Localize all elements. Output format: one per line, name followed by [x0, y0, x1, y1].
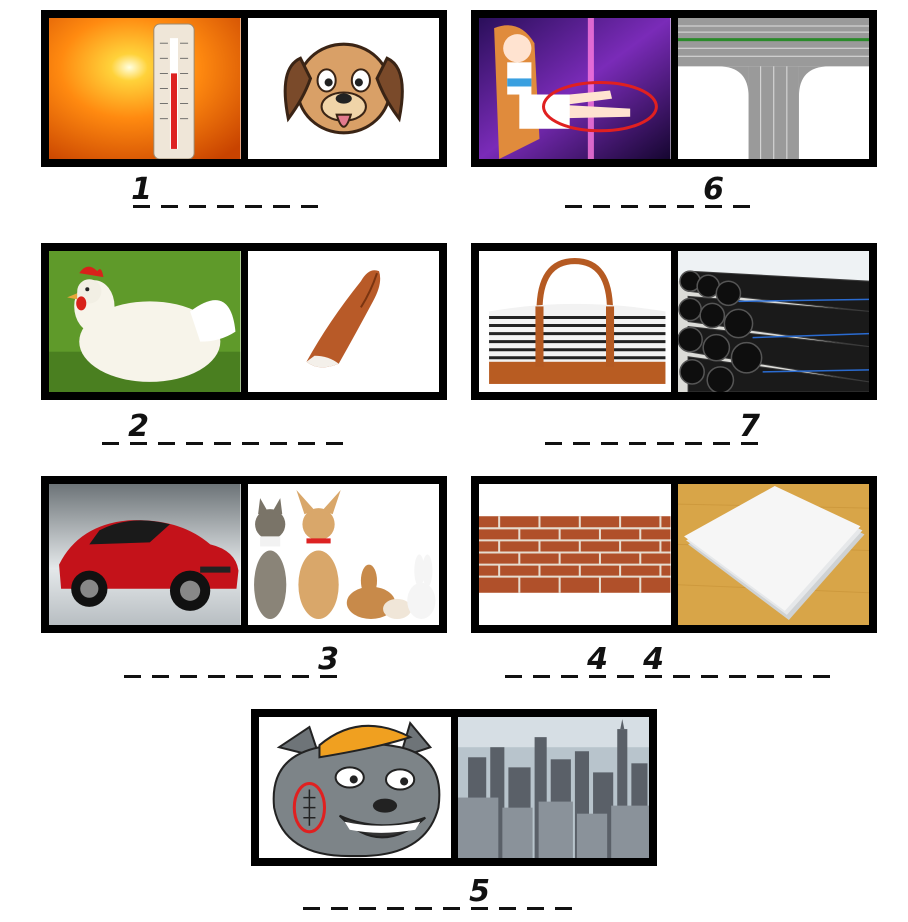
- letter-slot[interactable]: [443, 876, 460, 910]
- letter-slot[interactable]: [555, 876, 572, 910]
- white-hen-image: [49, 251, 241, 392]
- red-sports-car-image: [49, 484, 241, 625]
- cartoon-dog-image: [247, 18, 439, 159]
- letter-slot[interactable]: [102, 411, 119, 445]
- letter-slot[interactable]: [242, 411, 259, 445]
- letter-slot[interactable]: 6: [703, 172, 724, 208]
- puzzle-2-frame: [41, 243, 447, 400]
- brick-wall-image: [479, 484, 671, 625]
- letter-slot[interactable]: 1: [131, 172, 152, 208]
- puzzle-3-frame: [41, 476, 447, 633]
- letter-slot[interactable]: [326, 411, 343, 445]
- letter-slot[interactable]: [264, 644, 281, 678]
- letter-slot[interactable]: [533, 644, 550, 678]
- letter-slot[interactable]: 5: [469, 874, 490, 910]
- letter-slot[interactable]: [629, 411, 646, 445]
- letter-slot[interactable]: [270, 411, 287, 445]
- letter-slot[interactable]: [292, 644, 309, 678]
- fox-tail-image: [247, 251, 439, 392]
- thermometer-sun-image: [49, 18, 241, 159]
- letter-slot[interactable]: [124, 644, 141, 678]
- puzzle-2-answer-blanks[interactable]: 2: [102, 409, 343, 445]
- city-skyline-image: [457, 717, 649, 858]
- letter-slot[interactable]: [273, 174, 290, 208]
- letter-slot[interactable]: [701, 644, 718, 678]
- anime-girl-image: [479, 18, 671, 159]
- letter-slot[interactable]: [415, 876, 432, 910]
- letter-slot[interactable]: [685, 411, 702, 445]
- letter-slot[interactable]: [180, 644, 197, 678]
- puzzle-6-frame: [471, 10, 877, 167]
- letter-slot[interactable]: [387, 876, 404, 910]
- puzzle-1-answer-blanks[interactable]: 1: [131, 172, 318, 208]
- letter-slot[interactable]: [621, 174, 638, 208]
- letter-slot[interactable]: [657, 411, 674, 445]
- puzzle-7-frame: [471, 243, 877, 400]
- letter-slot[interactable]: 4: [643, 642, 664, 678]
- letter-slot[interactable]: [785, 644, 802, 678]
- letter-slot[interactable]: [565, 174, 582, 208]
- letter-slot[interactable]: [673, 644, 690, 678]
- letter-slot[interactable]: [561, 644, 578, 678]
- puzzle-5-frame: [251, 709, 657, 866]
- letter-slot[interactable]: [505, 644, 522, 678]
- black-pipes-image: [677, 251, 869, 392]
- puzzle-5-answer-blanks[interactable]: 5: [303, 874, 572, 910]
- letter-slot[interactable]: [303, 876, 320, 910]
- letter-slot[interactable]: [298, 411, 315, 445]
- letter-slot[interactable]: [733, 174, 750, 208]
- letter-slot[interactable]: [208, 644, 225, 678]
- letter-slot[interactable]: 4: [587, 642, 608, 678]
- letter-slot[interactable]: [713, 411, 730, 445]
- letter-slot[interactable]: [573, 411, 590, 445]
- letter-slot[interactable]: 3: [318, 642, 339, 678]
- letter-slot[interactable]: [677, 174, 694, 208]
- letter-slot[interactable]: [729, 644, 746, 678]
- puzzle-7-answer-blanks[interactable]: 7: [545, 409, 760, 445]
- letter-slot[interactable]: 7: [739, 409, 760, 445]
- puzzle-4-frame: [471, 476, 877, 633]
- letter-slot[interactable]: [649, 174, 666, 208]
- letter-slot[interactable]: [236, 644, 253, 678]
- letter-slot[interactable]: [359, 876, 376, 910]
- road-junction-image: [677, 18, 869, 159]
- puzzle-1-frame: [41, 10, 447, 167]
- letter-slot[interactable]: [593, 174, 610, 208]
- letter-slot[interactable]: [601, 411, 618, 445]
- letter-slot[interactable]: [331, 876, 348, 910]
- letter-slot[interactable]: [214, 411, 231, 445]
- duffel-bag-image: [479, 251, 671, 392]
- pets-group-image: [247, 484, 439, 625]
- letter-slot[interactable]: [301, 174, 318, 208]
- puzzle-4-answer-blanks[interactable]: 4 4: [505, 642, 830, 678]
- letter-slot[interactable]: [545, 411, 562, 445]
- letter-slot[interactable]: [527, 876, 544, 910]
- letter-slot[interactable]: [245, 174, 262, 208]
- letter-slot[interactable]: [189, 174, 206, 208]
- paper-stack-image: [677, 484, 869, 625]
- puzzle-6-answer-blanks[interactable]: 6: [565, 172, 750, 208]
- letter-slot[interactable]: [813, 644, 830, 678]
- letter-slot[interactable]: [617, 644, 634, 678]
- puzzle-3-answer-blanks[interactable]: 3: [124, 642, 339, 678]
- letter-slot[interactable]: [217, 174, 234, 208]
- letter-slot[interactable]: [499, 876, 516, 910]
- grey-wolf-cartoon-image: [259, 717, 451, 858]
- letter-slot[interactable]: [757, 644, 774, 678]
- letter-slot[interactable]: [161, 174, 178, 208]
- letter-slot[interactable]: [158, 411, 175, 445]
- letter-slot[interactable]: 2: [128, 409, 149, 445]
- letter-slot[interactable]: [152, 644, 169, 678]
- letter-slot[interactable]: [186, 411, 203, 445]
